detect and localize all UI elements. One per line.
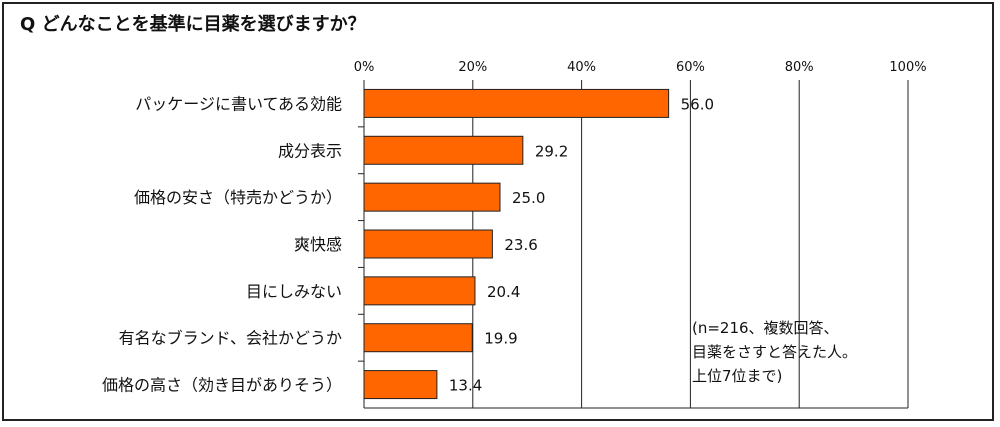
- value-label: 19.9: [484, 330, 517, 348]
- bar: [363, 276, 476, 306]
- value-label: 20.4: [487, 283, 520, 301]
- sample-note: (n=216、複数回答、 目薬をさすと答えた人。 上位7位まで): [692, 316, 857, 388]
- category-label: 有名なブランド、会社かどうか: [119, 329, 342, 348]
- category-label: 価格の高さ（効き目がありそう）: [102, 376, 342, 395]
- value-label: 25.0: [512, 189, 545, 207]
- x-tick-label: 20%: [458, 60, 487, 75]
- category-label: 目にしみない: [246, 282, 342, 301]
- bar: [363, 229, 493, 259]
- bar: [363, 323, 473, 353]
- x-tick-label: 40%: [567, 60, 596, 75]
- x-tick-label: 100%: [889, 60, 926, 75]
- category-label: 爽快感: [294, 235, 342, 254]
- note-line-1: (n=216、複数回答、: [692, 319, 839, 337]
- bar: [363, 182, 501, 212]
- x-tick-label: 60%: [676, 60, 705, 75]
- chart-title: Q どんなことを基準に目薬を選びますか？: [20, 14, 366, 35]
- category-label: 成分表示: [278, 141, 342, 160]
- x-tick-labels: 0% 20% 40% 60% 80% 100%: [354, 60, 927, 75]
- bar: [363, 135, 524, 165]
- x-tick-label: 0%: [354, 60, 375, 75]
- value-label: 56.0: [681, 95, 714, 113]
- category-label: パッケージに書いてある効能: [135, 94, 342, 113]
- note-line-3: 上位7位まで): [692, 367, 783, 385]
- bars: [363, 88, 670, 400]
- bar: [363, 370, 438, 400]
- value-label: 29.2: [535, 142, 568, 160]
- bar: [363, 88, 670, 118]
- value-label: 23.6: [504, 236, 537, 254]
- category-label: 価格の安さ（特売かどうか）: [134, 188, 342, 207]
- x-tick-label: 80%: [785, 60, 814, 75]
- chart-frame: [2, 2, 994, 421]
- note-line-2: 目薬をさすと答えた人。: [692, 343, 858, 361]
- value-labels: 56.0 29.2 25.0 23.6 20.4 19.9 13.4: [449, 95, 714, 394]
- value-label: 13.4: [449, 377, 482, 395]
